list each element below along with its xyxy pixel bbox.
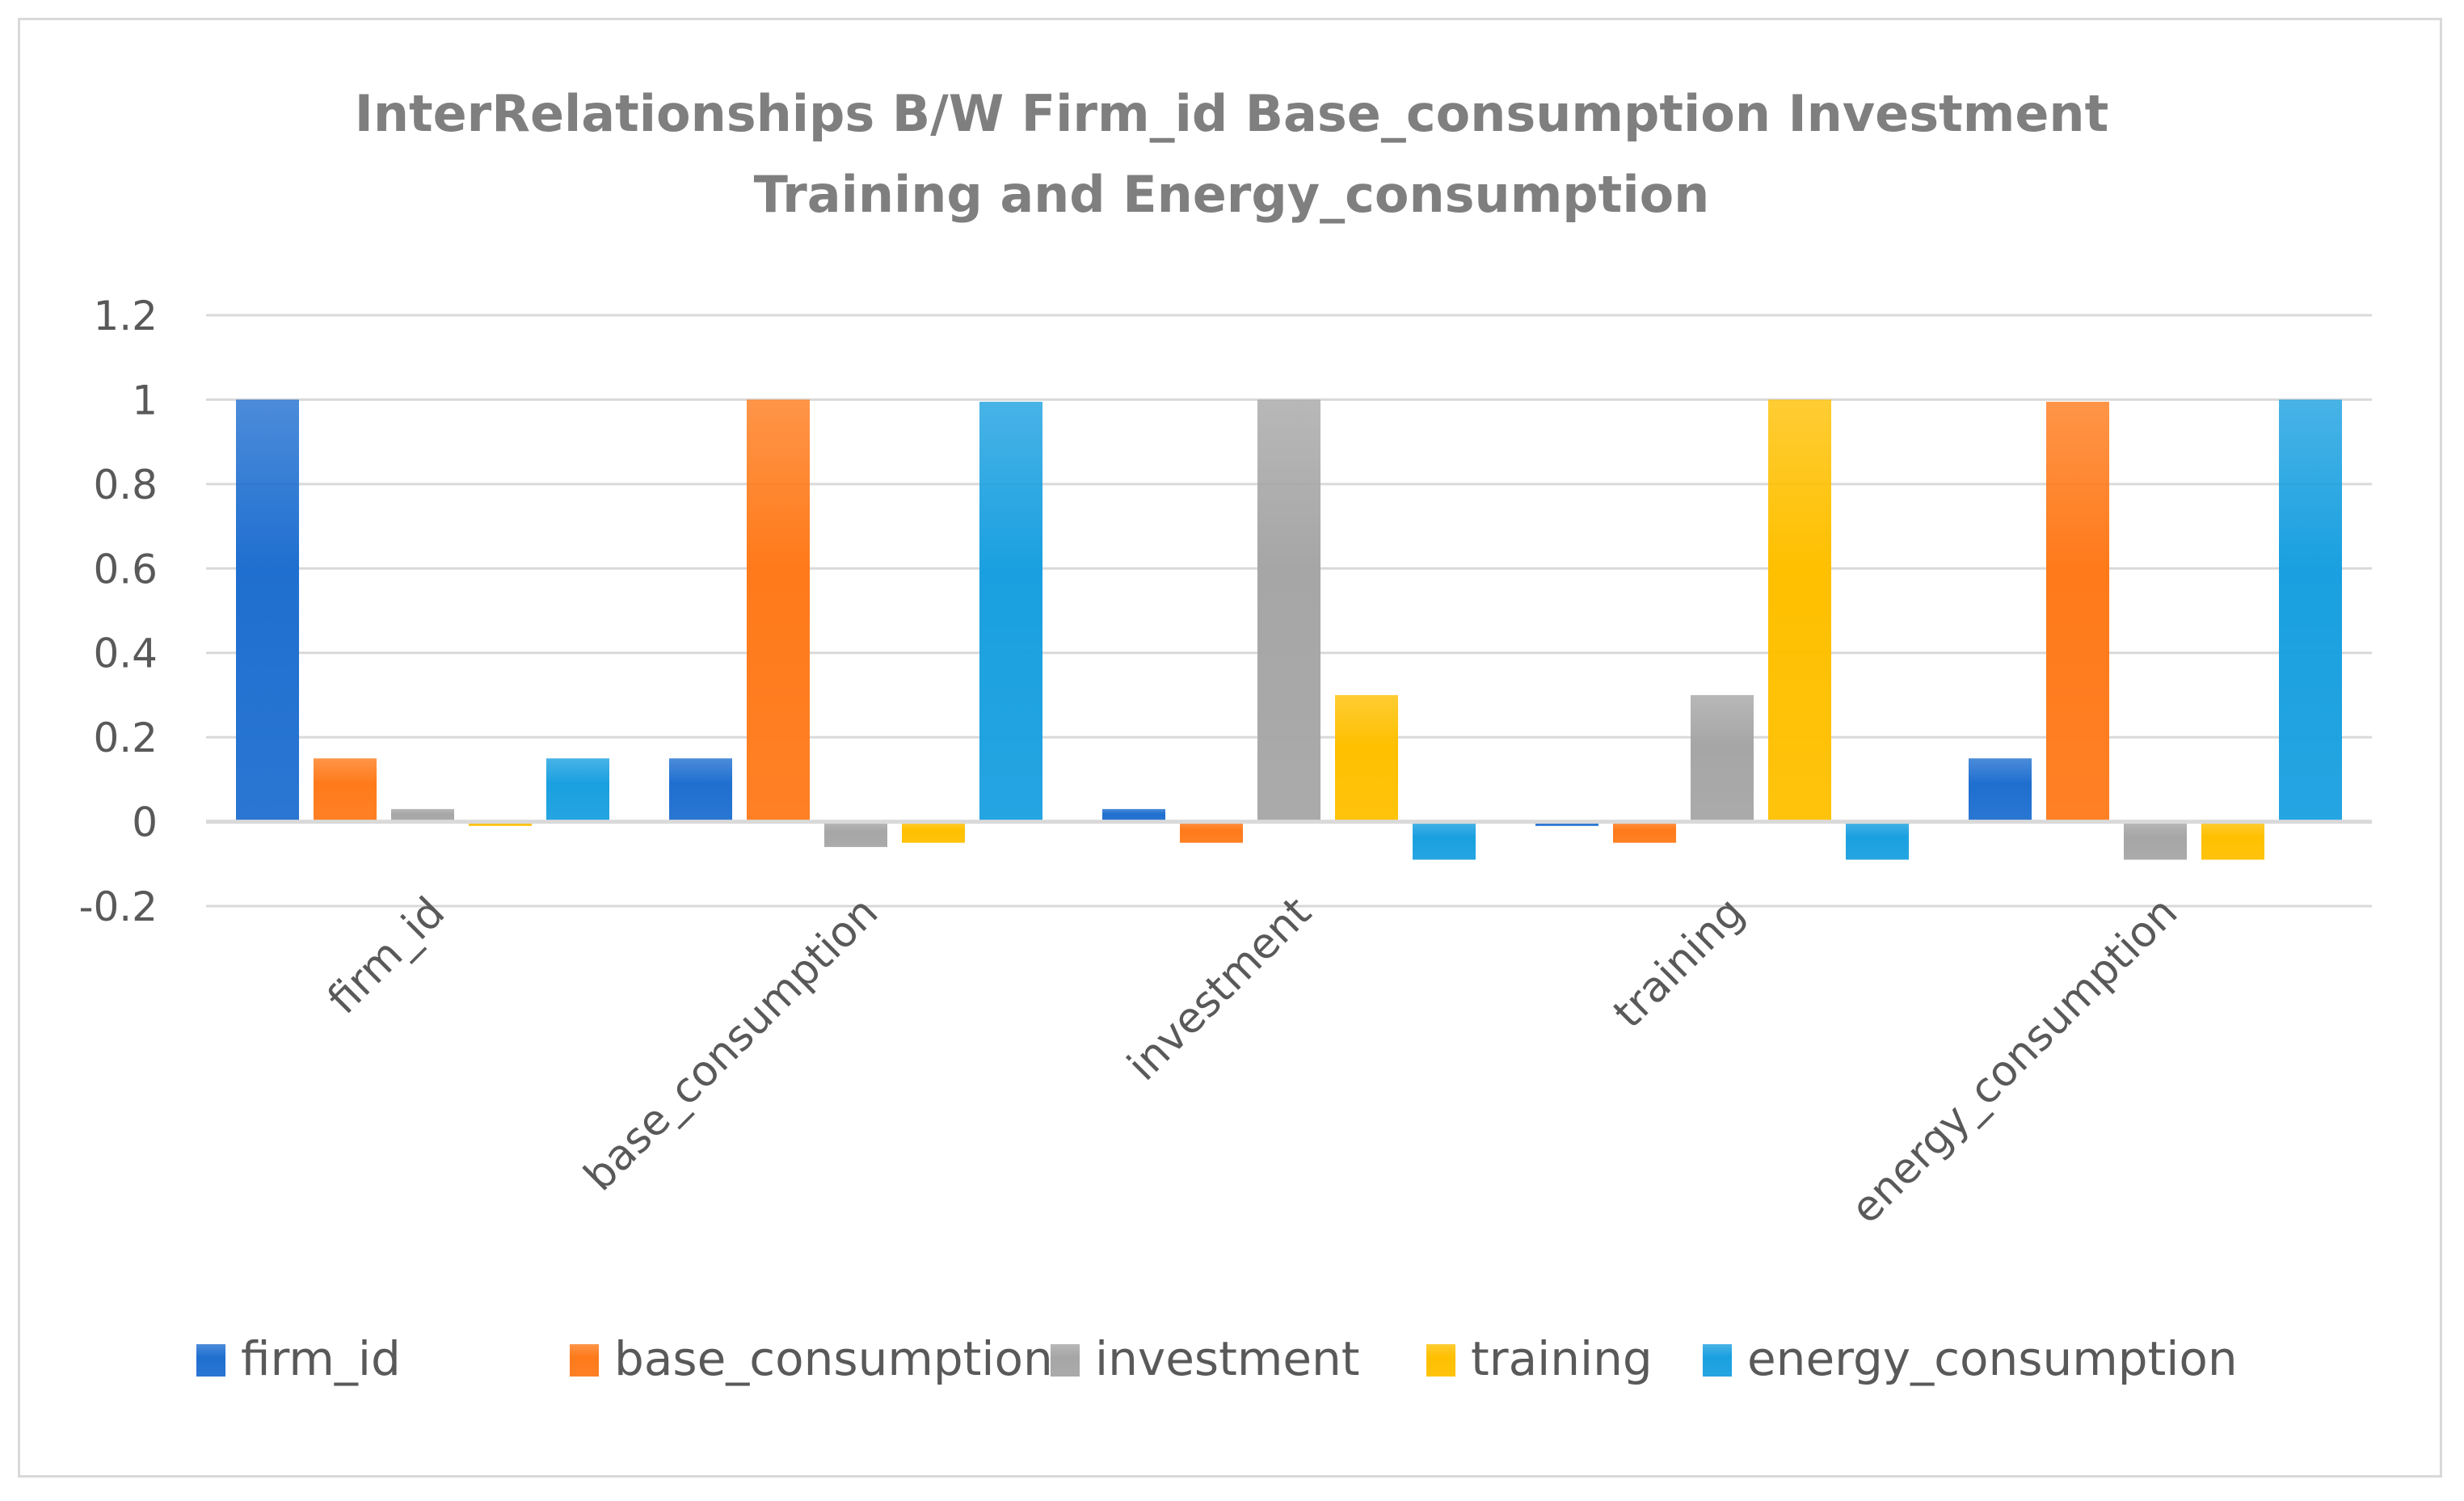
x-axis-labels: firm_id base_consumption investment trainin… bbox=[318, 888, 2187, 1233]
x-tick-label: energy_consumption bbox=[1842, 888, 2187, 1233]
bar-energy_consumption-firm_id bbox=[546, 758, 609, 822]
bar-investment-investment bbox=[1257, 399, 1320, 822]
bar-firm_id-firm_id bbox=[236, 399, 299, 822]
bar-energy_consumption-investment bbox=[1413, 821, 1476, 860]
legend-swatch bbox=[1426, 1344, 1455, 1377]
x-tick-label: base_consumption bbox=[575, 888, 888, 1201]
x-tick-label: investment bbox=[1118, 888, 1320, 1090]
chart-title: InterRelationships B/W Firm_id Base_cons… bbox=[355, 84, 2108, 224]
bar-investment-energy_consumption bbox=[2124, 821, 2187, 860]
bar-investment-firm_id bbox=[391, 808, 454, 822]
y-tick-label: 0.2 bbox=[93, 715, 158, 761]
legend-label: firm_id bbox=[241, 1331, 401, 1386]
legend-swatch bbox=[1703, 1344, 1732, 1377]
y-tick-label: 0.6 bbox=[93, 546, 158, 592]
y-tick-label: 1.2 bbox=[93, 293, 158, 339]
bar-base_consumption-firm_id bbox=[314, 758, 377, 822]
chart-title-line-1: InterRelationships B/W Firm_id Base_cons… bbox=[355, 84, 2108, 143]
legend-label: base_consumption bbox=[614, 1331, 1053, 1386]
chart-title-line-2: Training and Energy_consumption bbox=[754, 165, 1710, 224]
bar-firm_id-training bbox=[1535, 821, 1598, 826]
y-tick-label: 0.8 bbox=[93, 462, 158, 508]
bar-base_consumption-base_consumption bbox=[747, 399, 810, 822]
legend-label: energy_consumption bbox=[1747, 1331, 2238, 1386]
bar-firm_id-energy_consumption bbox=[1969, 758, 2032, 822]
legend-swatch bbox=[196, 1344, 225, 1377]
legend: firm_id base_consumption investment trainin… bbox=[196, 1331, 2238, 1386]
bar-training-energy_consumption bbox=[2201, 821, 2264, 860]
bar-training-investment bbox=[1335, 694, 1398, 822]
bar-base_consumption-energy_consumption bbox=[2046, 402, 2109, 822]
y-tick-label: 1 bbox=[132, 377, 158, 424]
legend-label: investment bbox=[1095, 1331, 1360, 1386]
x-tick-label: training bbox=[1604, 888, 1754, 1038]
chart-frame bbox=[18, 18, 2442, 1478]
y-axis-ticks: 1.2 1 0.8 0.6 0.4 0.2 0 -0.2 bbox=[78, 293, 158, 930]
bars bbox=[236, 399, 2342, 860]
y-tick-label: -0.2 bbox=[78, 883, 158, 930]
y-tick-label: 0 bbox=[132, 799, 158, 846]
bar-firm_id-base_consumption bbox=[669, 758, 732, 822]
bar-training-training bbox=[1768, 399, 1831, 822]
bar-investment-training bbox=[1691, 694, 1754, 822]
legend-swatch bbox=[570, 1344, 599, 1377]
bar-investment-base_consumption bbox=[824, 821, 887, 847]
bar-base_consumption-training bbox=[1613, 821, 1676, 843]
bar-training-base_consumption bbox=[902, 821, 965, 843]
legend-swatch bbox=[1051, 1344, 1080, 1377]
y-tick-label: 0.4 bbox=[93, 630, 158, 677]
bar-energy_consumption-training bbox=[1846, 821, 1909, 860]
bar-energy_consumption-energy_consumption bbox=[2279, 399, 2342, 822]
bar-base_consumption-investment bbox=[1180, 821, 1243, 843]
bar-firm_id-investment bbox=[1102, 808, 1165, 822]
x-tick-label: firm_id bbox=[318, 888, 454, 1024]
bar-training-firm_id bbox=[469, 821, 532, 826]
legend-label: training bbox=[1471, 1331, 1653, 1386]
bar-energy_consumption-base_consumption bbox=[979, 402, 1042, 822]
